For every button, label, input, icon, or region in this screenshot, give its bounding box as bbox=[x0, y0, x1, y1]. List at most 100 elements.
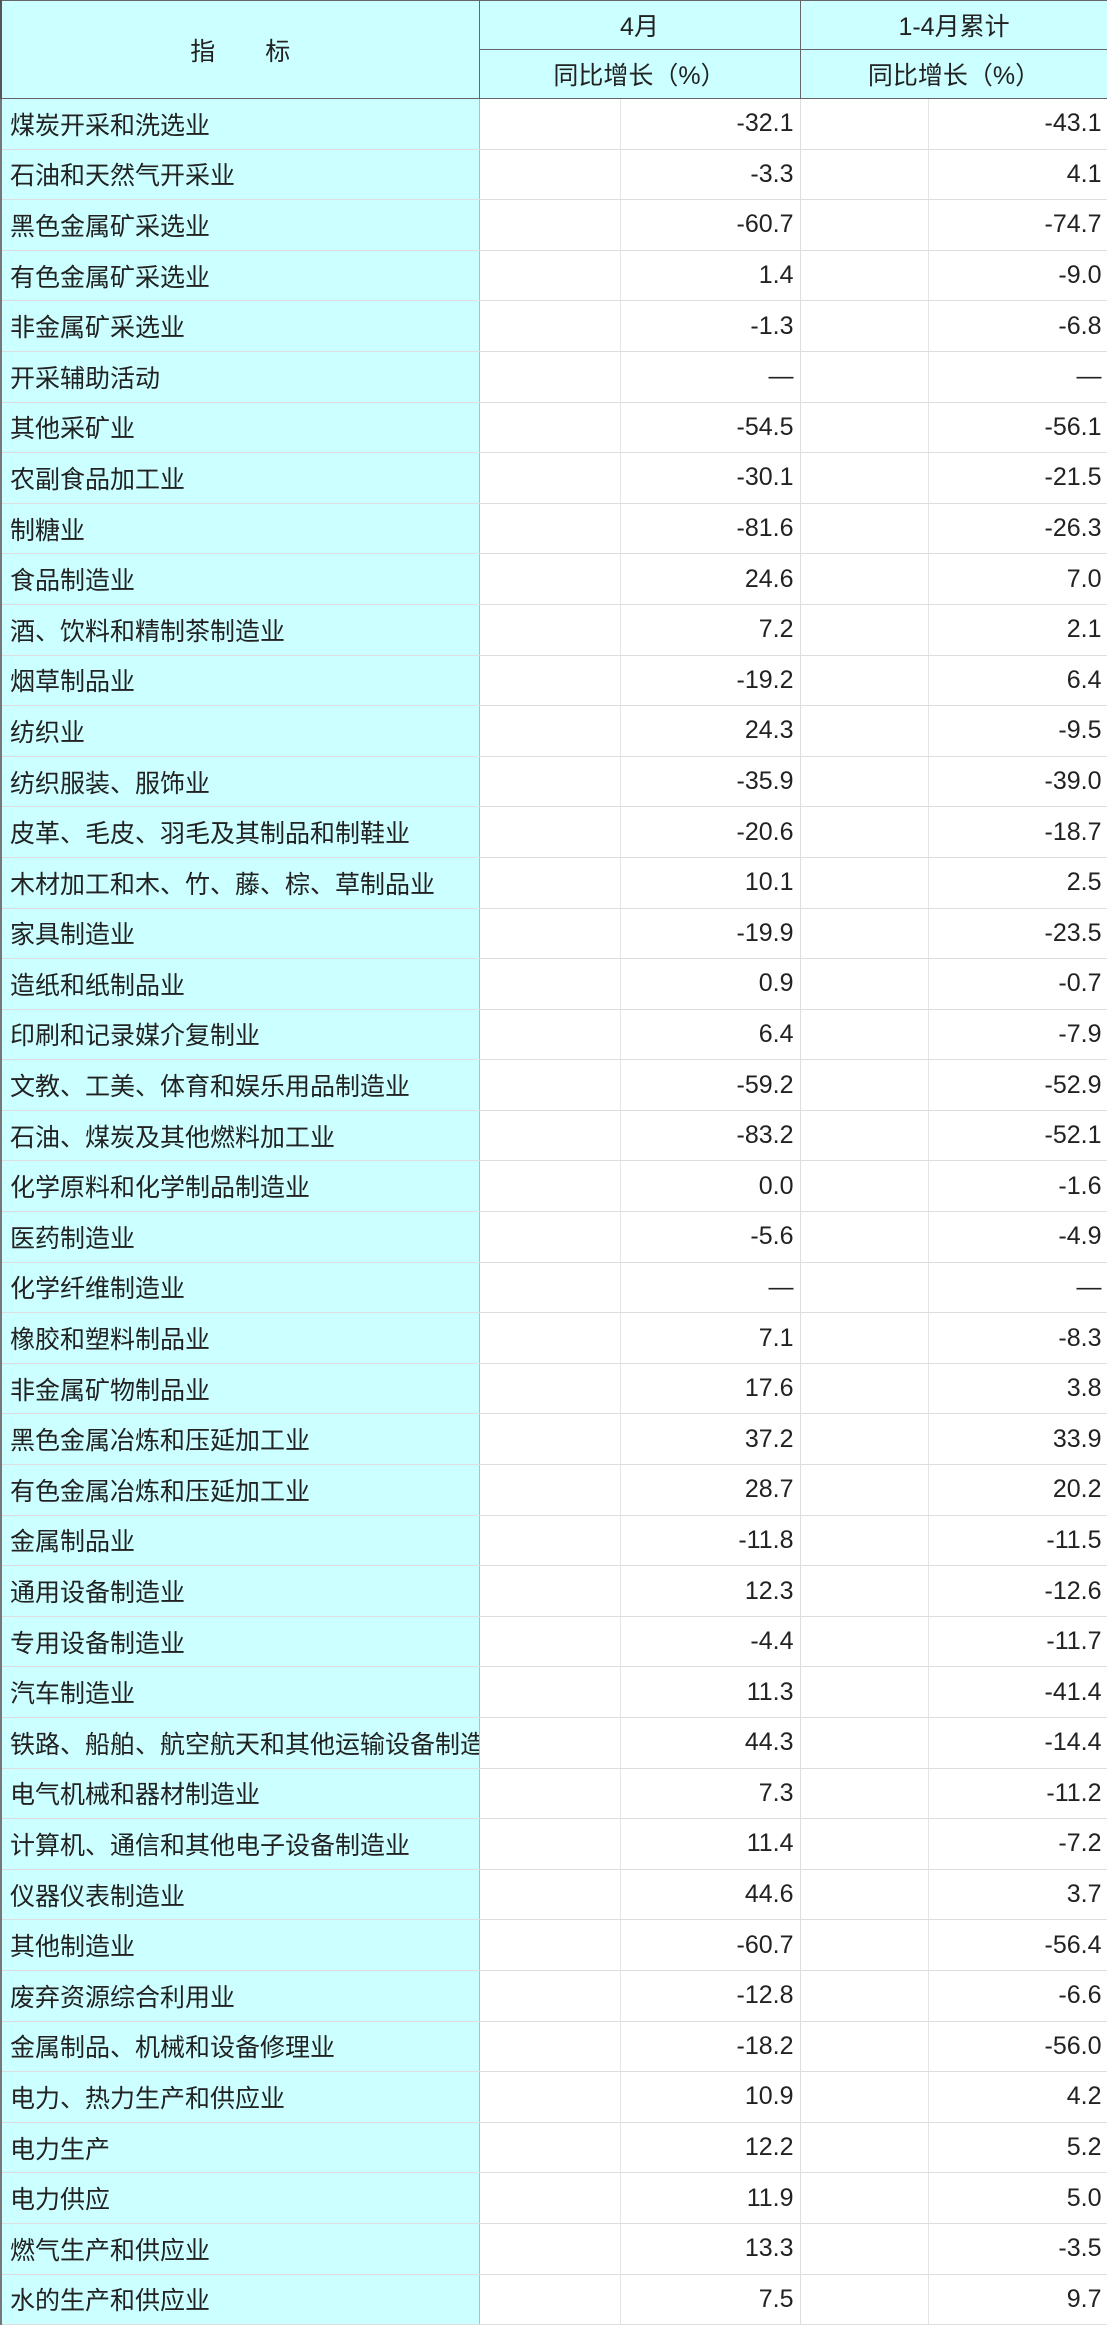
april-growth-value: 0.9 bbox=[619, 958, 801, 1010]
table-row: 石油、煤炭及其他燃料加工业 -83.2 -52.1 bbox=[0, 1109, 1107, 1162]
empty-cell bbox=[478, 1413, 621, 1466]
row-indicator-name: 黑色金属矿采选业 bbox=[0, 199, 480, 251]
empty-cell bbox=[799, 603, 929, 656]
cumulative-growth-value: -56.4 bbox=[927, 1919, 1107, 1971]
empty-cell bbox=[478, 856, 621, 909]
april-growth-value: -60.7 bbox=[619, 199, 801, 251]
cumulative-growth-value: 4.1 bbox=[927, 148, 1107, 201]
table-row: 其他制造业 -60.7 -56.4 bbox=[0, 1919, 1107, 1971]
table-row: 医药制造业 -5.6 -4.9 bbox=[0, 1211, 1107, 1263]
empty-cell bbox=[478, 1211, 621, 1263]
cumulative-growth-value: -9.5 bbox=[927, 705, 1107, 757]
empty-cell bbox=[478, 2071, 621, 2123]
table-row: 电气机械和器材制造业 7.3 -11.2 bbox=[0, 1767, 1107, 1820]
cumulative-growth-value: -11.7 bbox=[927, 1615, 1107, 1668]
empty-cell bbox=[799, 1919, 929, 1971]
cumulative-growth-value: -56.1 bbox=[927, 401, 1107, 454]
empty-cell bbox=[478, 2172, 621, 2224]
empty-cell bbox=[799, 1818, 929, 1870]
cumulative-growth-value: -4.9 bbox=[927, 1211, 1107, 1263]
table-row: 酒、饮料和精制茶制造业 7.2 2.1 bbox=[0, 603, 1107, 656]
empty-cell bbox=[478, 1514, 621, 1567]
cumulative-growth-value: -41.4 bbox=[927, 1666, 1107, 1718]
table-row: 电力、热力生产和供应业 10.9 4.2 bbox=[0, 2071, 1107, 2123]
cumulative-growth-value: -6.8 bbox=[927, 300, 1107, 352]
row-indicator-name: 烟草制品业 bbox=[0, 654, 480, 707]
table-row: 石油和天然气开采业 -3.3 4.1 bbox=[0, 148, 1107, 201]
empty-cell bbox=[478, 1717, 621, 1769]
empty-cell bbox=[799, 249, 929, 302]
empty-cell bbox=[799, 654, 929, 707]
row-indicator-name: 电力生产 bbox=[0, 2121, 480, 2174]
april-growth-value: 24.3 bbox=[619, 705, 801, 757]
cumulative-growth-value: -12.6 bbox=[927, 1565, 1107, 1617]
empty-cell bbox=[478, 907, 621, 960]
empty-cell bbox=[478, 806, 621, 858]
empty-cell bbox=[799, 856, 929, 909]
table-row: 化学原料和化学制品制造业 0.0 -1.6 bbox=[0, 1160, 1107, 1213]
empty-cell bbox=[799, 1160, 929, 1213]
april-growth-value: — bbox=[619, 350, 801, 403]
row-indicator-name: 农副食品加工业 bbox=[0, 452, 480, 504]
header-cumulative: 1-4月累计 bbox=[799, 0, 1107, 50]
april-growth-value: 0.0 bbox=[619, 1160, 801, 1213]
row-indicator-name: 纺织服装、服饰业 bbox=[0, 755, 480, 808]
empty-cell bbox=[799, 553, 929, 605]
april-growth-value: 28.7 bbox=[619, 1464, 801, 1516]
cumulative-growth-value: -0.7 bbox=[927, 958, 1107, 1010]
empty-cell bbox=[478, 553, 621, 605]
empty-cell bbox=[799, 148, 929, 201]
cumulative-growth-value: -52.1 bbox=[927, 1109, 1107, 1162]
empty-cell bbox=[478, 705, 621, 757]
header-april: 4月 bbox=[478, 0, 801, 50]
april-growth-value: 44.3 bbox=[619, 1717, 801, 1769]
row-indicator-name: 金属制品、机械和设备修理业 bbox=[0, 2020, 480, 2073]
cumulative-growth-value: 3.7 bbox=[927, 1868, 1107, 1921]
april-growth-value: 7.1 bbox=[619, 1312, 801, 1364]
april-growth-value: -60.7 bbox=[619, 1919, 801, 1971]
table-row: 木材加工和木、竹、藤、棕、草制品业 10.1 2.5 bbox=[0, 856, 1107, 909]
empty-cell bbox=[799, 2222, 929, 2275]
row-indicator-name: 皮革、毛皮、羽毛及其制品和制鞋业 bbox=[0, 806, 480, 858]
table-row: 制糖业 -81.6 -26.3 bbox=[0, 502, 1107, 555]
cumulative-growth-value: -56.0 bbox=[927, 2020, 1107, 2073]
empty-cell bbox=[478, 1362, 621, 1415]
row-indicator-name: 化学纤维制造业 bbox=[0, 1261, 480, 1314]
table-row: 废弃资源综合利用业 -12.8 -6.6 bbox=[0, 1969, 1107, 2022]
table-row: 电力生产 12.2 5.2 bbox=[0, 2121, 1107, 2174]
empty-cell bbox=[478, 1312, 621, 1364]
april-growth-value: 6.4 bbox=[619, 1008, 801, 1061]
april-growth-value: 10.1 bbox=[619, 856, 801, 909]
empty-cell bbox=[478, 1615, 621, 1668]
empty-cell bbox=[478, 1919, 621, 1971]
cumulative-growth-value: -9.0 bbox=[927, 249, 1107, 302]
april-growth-value: -83.2 bbox=[619, 1109, 801, 1162]
empty-cell bbox=[799, 2121, 929, 2174]
row-indicator-name: 铁路、船舶、航空航天和其他运输设备制造业 bbox=[0, 1717, 480, 1769]
table-row: 文教、工美、体育和娱乐用品制造业 -59.2 -52.9 bbox=[0, 1059, 1107, 1111]
april-growth-value: -30.1 bbox=[619, 452, 801, 504]
april-growth-value: 1.4 bbox=[619, 249, 801, 302]
empty-cell bbox=[478, 98, 621, 150]
row-indicator-name: 电力、热力生产和供应业 bbox=[0, 2071, 480, 2123]
empty-cell bbox=[799, 199, 929, 251]
april-growth-value: 37.2 bbox=[619, 1413, 801, 1466]
table-row: 专用设备制造业 -4.4 -11.7 bbox=[0, 1615, 1107, 1668]
april-growth-value: 11.4 bbox=[619, 1818, 801, 1870]
empty-cell bbox=[478, 1109, 621, 1162]
cumulative-growth-value: -7.9 bbox=[927, 1008, 1107, 1061]
empty-cell bbox=[478, 300, 621, 352]
april-growth-value: 12.2 bbox=[619, 2121, 801, 2174]
row-indicator-name: 仪器仪表制造业 bbox=[0, 1868, 480, 1921]
empty-cell bbox=[799, 2020, 929, 2073]
cumulative-growth-value: -18.7 bbox=[927, 806, 1107, 858]
empty-cell bbox=[799, 806, 929, 858]
row-indicator-name: 有色金属冶炼和压延加工业 bbox=[0, 1464, 480, 1516]
row-indicator-name: 电气机械和器材制造业 bbox=[0, 1767, 480, 1820]
subheader-april-growth: 同比增长（%） bbox=[478, 49, 801, 99]
table-row: 金属制品业 -11.8 -11.5 bbox=[0, 1514, 1107, 1567]
april-growth-value: — bbox=[619, 1261, 801, 1314]
empty-cell bbox=[799, 705, 929, 757]
empty-cell bbox=[799, 1362, 929, 1415]
